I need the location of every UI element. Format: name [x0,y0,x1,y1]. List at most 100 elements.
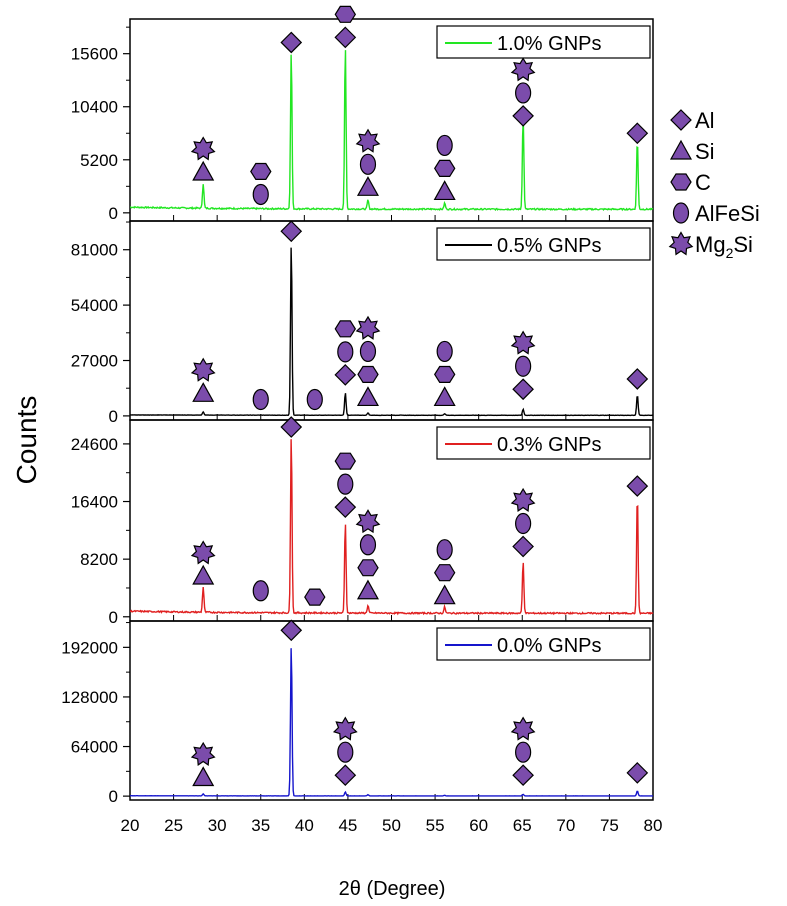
phase-marker-diamond [280,220,303,243]
phase-marker-hexagon [304,588,326,606]
x-tick-label: 50 [382,816,401,835]
phase-marker-ellipse [436,340,453,363]
phase-marker-star [190,136,216,161]
phase-marker-diamond [512,535,534,558]
x-tick-label: 75 [600,816,619,835]
phase-marker-triangle [356,386,379,407]
phase-marker-star [190,540,216,565]
panel-2: 0 27000 54000 81000 0.5% GNPs [71,220,654,426]
phase-marker-hexagon [433,365,456,383]
x-axis-title: 2θ (Degree) [339,878,446,900]
y-tick-label: 10400 [71,98,118,117]
key-marker-triangle [669,139,693,160]
phase-marker-star [355,509,381,534]
phase-marker-ellipse [359,340,377,363]
phase-marker-diamond [512,105,534,127]
key-label: Al [695,108,715,133]
x-tick-label: 40 [295,816,314,835]
phase-marker-hexagon [433,564,456,582]
phase-marker-hexagon [357,365,379,383]
phase-marker-diamond [334,496,357,518]
legend-label: 0.0% GNPs [497,635,601,657]
phase-marker-triangle [192,766,215,787]
phase-marker-ellipse [515,741,532,763]
phase-marker-ellipse [515,512,532,535]
x-tick-label: 20 [121,816,140,835]
legend: 0.0% GNPs [436,627,651,661]
phase-marker-diamond [334,764,357,787]
phase-marker-star [510,716,536,741]
y-tick-label: 54000 [71,296,118,315]
legend: 1.0% GNPs [436,25,651,59]
phase-marker-diamond [512,378,534,401]
y-tick-label: 0 [109,787,118,806]
phase-marker-ellipse [337,341,354,363]
x-tick-label: 80 [644,816,663,835]
y-tick-label: 81000 [71,241,118,260]
phase-marker-star [190,741,216,766]
phase-marker-star [190,357,216,382]
phase-marker-diamond [626,368,649,390]
key-label: C [695,170,711,195]
phase-marker-star [510,57,536,82]
phase-marker-star [510,487,536,512]
x-tick-label: 55 [426,816,445,835]
phase-marker-triangle [433,386,456,407]
phase-marker-hexagon [433,159,456,177]
legend-label: 0.3% GNPs [497,434,601,456]
phase-marker-ellipse [306,388,323,411]
y-tick-label: 27000 [71,352,118,371]
key-label: Mg2Si [695,232,753,261]
x-tick-label: 25 [164,816,183,835]
phase-marker-star [355,315,381,340]
phase-marker-ellipse [252,388,269,411]
key-marker-diamond [670,109,692,131]
phase-marker-ellipse [337,473,354,495]
marker-key: Al Si C AlFeSi Mg2Si [668,108,760,261]
phase-marker-diamond [334,26,357,49]
phase-marker-diamond [512,764,534,787]
phase-marker-ellipse [436,539,453,561]
series-line [129,247,654,417]
phase-marker-diamond [280,416,303,438]
series-line [130,439,654,616]
phase-marker-triangle [356,579,379,600]
phase-marker-ellipse [252,580,269,602]
phase-marker-hexagon [357,559,379,577]
series-line [130,50,654,212]
phase-marker-star [510,330,536,355]
panel-3: 0 8200 16400 24600 0.3% GNPs [71,416,654,627]
y-tick-label: 0 [109,608,118,627]
phase-marker-triangle [433,180,456,201]
x-tick-label: 30 [208,816,227,835]
phase-marker-diamond [626,122,649,145]
y-tick-label: 0 [109,407,118,426]
legend-label: 1.0% GNPs [497,33,601,55]
phase-marker-diamond [626,475,649,497]
x-tick-label: 45 [338,816,357,835]
phase-marker-ellipse [515,355,532,377]
y-tick-label: 5200 [80,151,118,170]
phase-marker-hexagon [250,162,272,180]
key-marker-ellipse [672,202,690,224]
phase-marker-ellipse [515,82,532,104]
y-tick-label: 64000 [71,738,118,757]
y-tick-label: 128000 [61,688,118,707]
phase-marker-hexagon [334,452,357,470]
phase-marker-ellipse [359,153,377,175]
y-axis-title: Counts [11,396,42,485]
y-tick-label: 16400 [71,493,118,512]
phase-marker-triangle [192,160,215,181]
x-tick-label: 35 [251,816,270,835]
phase-marker-ellipse [337,741,354,763]
y-tick-label: 0 [109,204,118,223]
panel-4: 0 64000 128000 192000 0.0% GNPs [61,619,654,806]
x-tick-label: 65 [513,816,532,835]
phase-marker-diamond [280,31,303,54]
phase-marker-star [332,716,358,741]
legend: 0.5% GNPs [436,227,651,261]
y-tick-label: 192000 [61,638,118,657]
key-label: AlFeSi [695,201,760,226]
panel-1: 0 5200 10400 15600 1.0% GNPs [71,5,654,223]
